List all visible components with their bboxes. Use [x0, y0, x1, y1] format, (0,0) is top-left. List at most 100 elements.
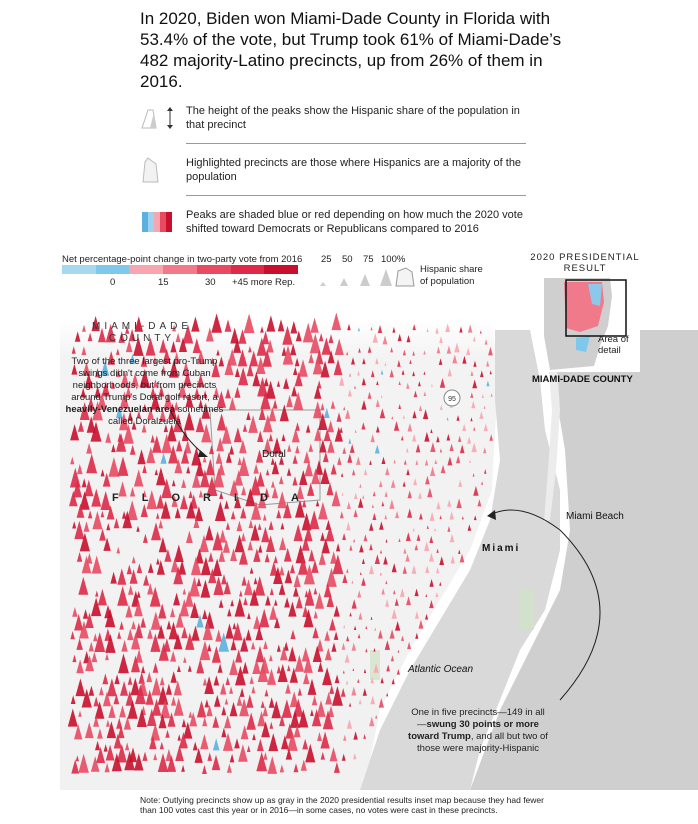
precinct-peak — [258, 407, 266, 420]
precinct-peak — [127, 676, 133, 685]
precinct-peak — [459, 326, 463, 333]
precinct-peak — [151, 698, 162, 716]
peak-height-icon — [141, 107, 173, 129]
precinct-peak — [247, 612, 251, 619]
precinct-peak — [221, 425, 232, 444]
precinct-peak — [76, 659, 84, 674]
swing-arrow-head — [487, 510, 496, 520]
precinct-peak — [446, 417, 449, 421]
precinct-peak — [301, 512, 312, 531]
precinct-peak — [150, 611, 161, 630]
annotation-text: Two of the three largest pro-Trump swing… — [71, 356, 218, 403]
precinct-peak — [480, 370, 484, 378]
precinct-peak — [287, 731, 298, 751]
precinct-peak — [467, 324, 473, 333]
precinct-peak — [221, 574, 227, 585]
precinct-peak — [389, 499, 395, 509]
precinct-peak — [131, 632, 141, 650]
precinct-peak — [427, 487, 433, 498]
precinct-peak — [308, 549, 315, 562]
precinct-peak — [175, 332, 181, 343]
precinct-peak — [349, 444, 355, 453]
precinct-peak — [473, 426, 476, 431]
precinct-peak — [330, 400, 336, 409]
precinct-peak — [186, 501, 196, 519]
precinct-peak — [277, 319, 285, 332]
precinct-peak — [146, 671, 153, 683]
precinct-peak — [207, 643, 212, 652]
precinct-peak — [418, 619, 424, 629]
precinct-peak — [303, 451, 311, 464]
precinct-peak — [263, 752, 268, 760]
precinct-peak — [470, 392, 474, 398]
precinct-peak — [263, 377, 269, 387]
precinct-peak — [124, 750, 135, 771]
precinct-peak — [403, 459, 407, 465]
precinct-peak — [302, 738, 309, 750]
precinct-peak — [193, 517, 200, 528]
precinct-peak — [274, 617, 280, 629]
precinct-peak — [324, 630, 330, 641]
precinct-peak — [261, 526, 270, 543]
precinct-peak — [241, 575, 247, 586]
precinct-peak — [459, 553, 465, 563]
precinct-peak — [311, 559, 319, 573]
precinct-peak — [113, 518, 120, 529]
precinct-peak — [173, 680, 182, 696]
precinct-peak — [72, 654, 77, 663]
precinct-peak — [159, 741, 164, 750]
precinct-peak — [369, 460, 372, 465]
precinct-peak — [117, 568, 127, 585]
precinct-peak — [129, 569, 138, 584]
precinct-peak — [329, 747, 338, 762]
precinct-peak — [414, 588, 419, 597]
county-label-line: MIAMI-DADE — [92, 321, 192, 332]
precinct-peak — [184, 590, 194, 607]
precinct-peak — [156, 560, 165, 575]
precinct-peak — [190, 602, 199, 618]
precinct-peak — [71, 346, 76, 354]
precinct-peak — [439, 405, 443, 410]
precinct-peak — [156, 512, 160, 519]
precinct-peak — [321, 538, 330, 554]
precinct-peak — [237, 349, 248, 367]
precinct-peak — [238, 456, 250, 476]
precinct-peak — [340, 688, 346, 697]
precinct-peak — [320, 532, 325, 541]
precinct-peak — [125, 340, 133, 353]
precinct-peak — [365, 625, 368, 629]
precinct-peak — [346, 635, 350, 642]
precinct-peak — [156, 558, 160, 565]
precinct-peak — [88, 641, 94, 652]
precinct-peak — [329, 684, 335, 694]
precinct-peak — [133, 336, 144, 356]
precinct-peak — [88, 685, 95, 696]
precinct-peak — [282, 325, 293, 345]
precinct-peak — [257, 523, 262, 530]
precinct-peak — [439, 515, 442, 520]
precinct-peak — [358, 699, 362, 705]
county-label-line: COUNTY — [108, 333, 176, 344]
precinct-peak — [173, 566, 184, 585]
precinct-peak — [238, 744, 248, 762]
precinct-peak — [414, 544, 418, 551]
precinct-peak — [202, 455, 207, 463]
precinct-peak — [440, 464, 446, 474]
precinct-peak — [349, 372, 352, 377]
precinct-peak — [298, 359, 308, 377]
highlighted-precinct-icon — [142, 157, 159, 183]
precinct-peak — [219, 491, 224, 499]
precinct-peak — [117, 456, 129, 476]
precinct-peak — [447, 526, 451, 532]
precinct-peak — [202, 677, 208, 686]
precinct-peak — [237, 457, 242, 465]
precinct-peak — [439, 581, 442, 586]
precinct-peak — [148, 562, 154, 573]
precinct-peak — [362, 688, 367, 696]
precinct-peak — [181, 479, 187, 488]
precinct-peak — [331, 312, 342, 331]
precinct-peak — [246, 712, 256, 730]
precinct-peak — [349, 702, 352, 707]
precinct-peak — [342, 573, 348, 583]
precinct-peak — [253, 577, 258, 585]
